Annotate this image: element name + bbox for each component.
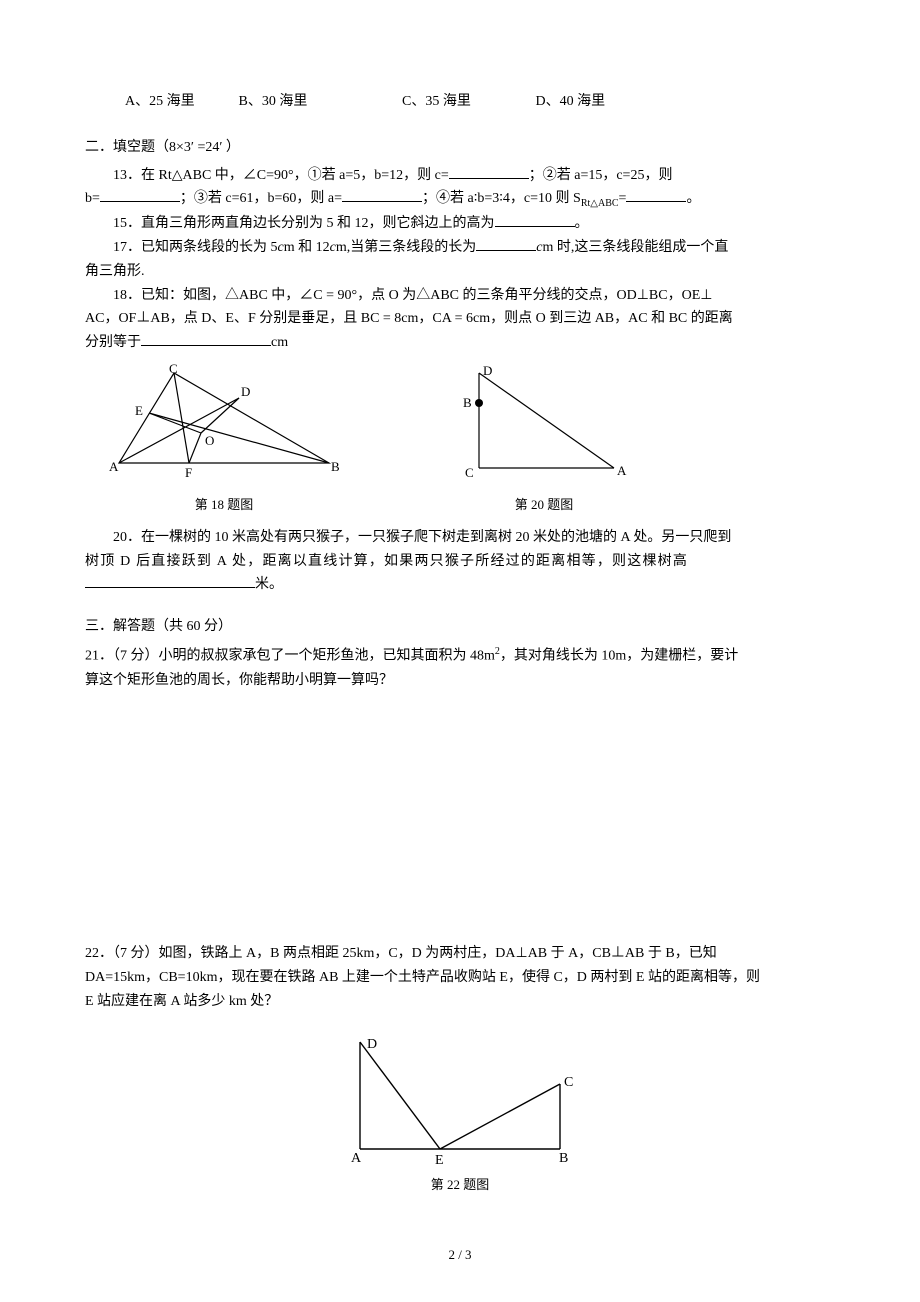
fig18-block: A B C D E F O 第 18 题图 bbox=[109, 363, 339, 516]
q13-text-g: 。 bbox=[686, 191, 700, 206]
blank bbox=[626, 201, 686, 202]
q17-cm1: m bbox=[284, 240, 295, 255]
page-number: 2 / 3 bbox=[0, 1244, 920, 1266]
fig18-svg: A B C D E F O bbox=[109, 363, 339, 483]
q21-line1: 21．（7 分）小明的叔叔家承包了一个矩形鱼池，已知其面积为 48m2，其对角线… bbox=[85, 643, 835, 668]
fig22-label-d: D bbox=[367, 1037, 377, 1052]
fig20-block: D B C A 第 20 题图 bbox=[459, 363, 629, 516]
figures-row: A B C D E F O 第 18 题图 D B C A bbox=[109, 363, 835, 516]
q13-text-d: ；③若 c=61，b=60，则 a= bbox=[180, 191, 342, 206]
q21-text-a: 21．（7 分）小明的叔叔家承包了一个矩形鱼池，已知其面积为 48m bbox=[85, 649, 495, 664]
q20-text-c: 米。 bbox=[255, 577, 283, 592]
q17-text-b: 和 12 bbox=[295, 240, 330, 255]
q18-line3: 分别等于 cm bbox=[85, 331, 835, 355]
fig20-svg: D B C A bbox=[459, 363, 629, 483]
mc-options: A、25 海里 B、30 海里 C、35 海里 D、40 海里 bbox=[85, 90, 835, 114]
q22-line2: DA=15km，CB=10km，现在要在铁路 AB 上建一个土特产品收购站 E，… bbox=[85, 966, 835, 990]
q15-text-b: 。 bbox=[575, 216, 589, 231]
fig22-label-e: E bbox=[435, 1153, 444, 1164]
blank bbox=[449, 178, 529, 179]
fig18-label-b: B bbox=[331, 459, 339, 474]
fig18-label-a: A bbox=[109, 459, 119, 474]
q17-cm2: m bbox=[336, 240, 347, 255]
q17-text-c: ,当第三条线段的长为 bbox=[347, 240, 477, 255]
q13-sub: Rt△ABC bbox=[581, 198, 619, 209]
fig18-label-f: F bbox=[185, 465, 192, 480]
q17-line1: 17．已知两条线段的长为 5cm 和 12cm,当第三条线段的长为cm 时,这三… bbox=[85, 236, 835, 260]
q20-line2: 树顶 D 后直接跃到 A 处，距离以直线计算，如果两只猴子所经过的距离相等，则这… bbox=[85, 550, 835, 574]
q17-line2: 角三角形. bbox=[85, 260, 835, 284]
q22-line3: E 站应建在离 A 站多少 km 处？ bbox=[85, 990, 835, 1014]
fig22-label-b: B bbox=[559, 1151, 568, 1164]
q18-line1: 18．已知：如图，△ABC 中，∠C = 90°，点 O 为△ABC 的三条角平… bbox=[85, 284, 835, 308]
fig18-label-o: O bbox=[205, 433, 214, 448]
q15: 15．直角三角形两直角边长分别为 5 和 12，则它斜边上的高为 。 bbox=[85, 212, 835, 236]
q13-text-c: b= bbox=[85, 191, 100, 206]
fig20-label-a: A bbox=[617, 463, 627, 478]
fig18-label-c: C bbox=[169, 363, 178, 376]
q18-line2: AC，OF⊥AB，点 D、E、F 分别是垂足，且 BC = 8cm，CA = 6… bbox=[85, 307, 835, 331]
fig20-label-b: B bbox=[463, 395, 472, 410]
q13-line2: b= ；③若 c=61，b=60，则 a= ；④若 a∶b=3∶4，c=10 则 S… bbox=[85, 187, 835, 212]
option-b: B、30 海里 bbox=[239, 90, 399, 114]
fig22-svg: D C A E B bbox=[345, 1034, 575, 1164]
fig18-label-e: E bbox=[135, 403, 143, 418]
q15-text-a: 15．直角三角形两直角边长分别为 5 和 12，则它斜边上的高为 bbox=[113, 216, 495, 231]
option-c: C、35 海里 bbox=[402, 90, 532, 114]
q21-text-b: ，其对角线长为 10m，为建栅栏，要计 bbox=[500, 649, 738, 664]
section-2-title: 二．填空题（8×3′ =24′ ） bbox=[85, 136, 835, 160]
fig22-caption: 第 22 题图 bbox=[85, 1174, 835, 1196]
fig18-label-d: D bbox=[241, 384, 250, 399]
q22-line1: 22．（7 分）如图，铁路上 A，B 两点相距 25km，C，D 为两村庄，DA… bbox=[85, 942, 835, 966]
blank bbox=[495, 226, 575, 227]
q20-line1: 20．在一棵树的 10 米高处有两只猴子，一只猴子爬下树走到离树 20 米处的池… bbox=[85, 526, 835, 550]
fig22-label-a: A bbox=[351, 1151, 362, 1164]
q17-text-d: m 时,这三条线段能组成一个直 bbox=[542, 240, 728, 255]
blank bbox=[476, 250, 536, 251]
q21-line2: 算这个矩形鱼池的周长，你能帮助小明算一算吗？ bbox=[85, 669, 835, 693]
q20-line3: 米。 bbox=[85, 573, 835, 597]
fig22-label-c: C bbox=[564, 1075, 573, 1090]
blank bbox=[342, 201, 422, 202]
q20-text-b: 树顶 D 后直接跃到 A 处，距离以直线计算，如果两只猴子所经过的距离相等，则这… bbox=[85, 554, 688, 569]
q13-text-e: ；④若 a∶b=3∶4，c=10 则 S bbox=[422, 191, 581, 206]
fig20-label-c: C bbox=[465, 465, 474, 480]
option-a: A、25 海里 bbox=[125, 90, 235, 114]
q13-text-a: 13．在 Rt△ABC 中，∠C=90°，①若 a=5，b=12，则 c= bbox=[113, 168, 449, 183]
fig20-label-d: D bbox=[483, 363, 492, 378]
section-3-title: 三．解答题（共 60 分） bbox=[85, 615, 835, 639]
q18-text-d: cm bbox=[271, 335, 288, 350]
q13-line1: 13．在 Rt△ABC 中，∠C=90°，①若 a=5，b=12，则 c= ；②若… bbox=[85, 164, 835, 188]
q17-text-a: 17．已知两条线段的长为 5 bbox=[113, 240, 278, 255]
option-d: D、40 海里 bbox=[536, 90, 606, 114]
fig18-caption: 第 18 题图 bbox=[109, 494, 339, 516]
blank bbox=[141, 345, 271, 346]
q18-text-c: 分别等于 bbox=[85, 335, 141, 350]
blank bbox=[100, 201, 180, 202]
q13-text-f: = bbox=[619, 191, 627, 206]
fig20-caption: 第 20 题图 bbox=[459, 494, 629, 516]
blank bbox=[85, 587, 255, 588]
fig22-block: D C A E B 第 22 题图 bbox=[85, 1034, 835, 1197]
q13-text-b: ；②若 a=15，c=25，则 bbox=[529, 168, 673, 183]
